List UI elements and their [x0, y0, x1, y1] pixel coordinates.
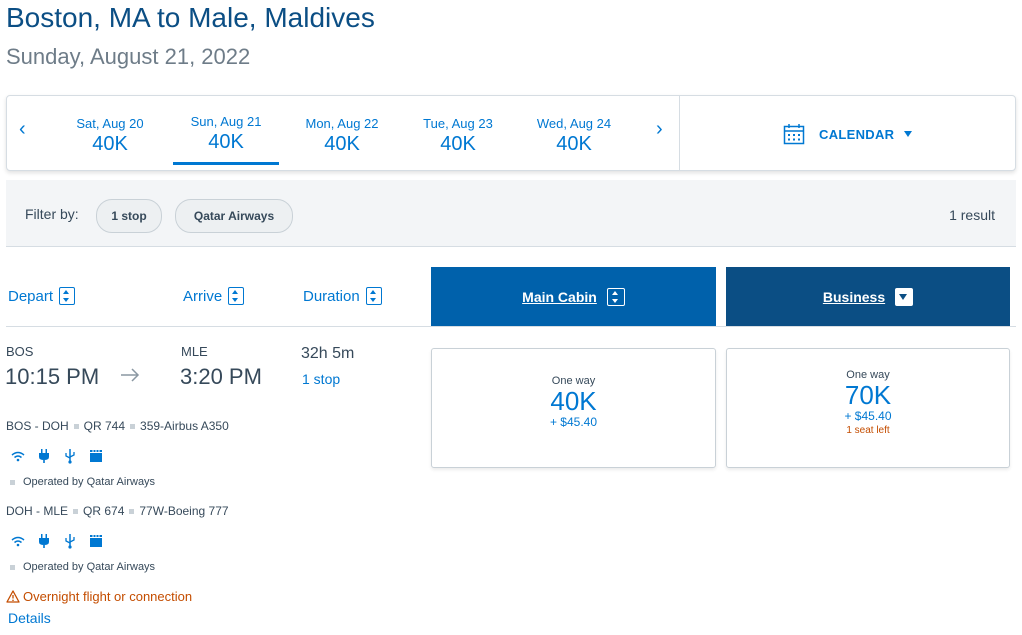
seats-left: 1 seat left [846, 425, 890, 436]
sort-arrive[interactable]: Arrive [183, 287, 245, 305]
calendar-icon [783, 124, 805, 145]
power-outlet-icon [39, 534, 49, 548]
next-dates-arrow-icon[interactable]: › [656, 118, 663, 140]
strip-divider [679, 96, 680, 170]
overnight-warning-text: Overnight flight or connection [23, 589, 193, 604]
date-tab-aug-24[interactable]: Wed, Aug 24 40K [521, 96, 627, 170]
filter-label: Filter by: [25, 206, 79, 222]
arrow-right-icon [121, 368, 140, 382]
business-label: Business [822, 288, 886, 305]
duration: 32h 5m [301, 345, 355, 362]
segment-route: BOS - DOH [6, 419, 69, 433]
filter-chip-qatar-airways[interactable]: Qatar Airways [175, 199, 293, 233]
arrive-time: 3:20 PM [180, 364, 262, 389]
fare-type: One way [551, 375, 596, 387]
fare-taxes: + $45.40 [844, 409, 892, 423]
date-tab-label: Sat, Aug 20 [76, 116, 144, 131]
usb-icon [65, 534, 75, 549]
segment-route: DOH - MLE [6, 504, 69, 518]
fare-points: 40K [550, 386, 597, 416]
fare-taxes: + $45.40 [549, 415, 598, 429]
warning-icon [6, 590, 20, 603]
date-tab-aug-21[interactable]: Sun, Aug 21 40K [173, 96, 279, 170]
date-tab-label: Sun, Aug 21 [190, 114, 262, 129]
date-tab-aug-20[interactable]: Sat, Aug 20 40K [57, 96, 163, 170]
caret-down-icon [904, 131, 913, 137]
calendar-button[interactable]: CALENDAR [783, 122, 913, 146]
segment-flight-number: QR 744 [83, 419, 126, 433]
date-tab-price: 40K [208, 131, 244, 153]
filter-chip-1-stop[interactable]: 1 stop [96, 199, 162, 233]
date-tab-aug-23[interactable]: Tue, Aug 23 40K [405, 96, 511, 170]
details-link[interactable]: Details [8, 610, 51, 626]
calendar-label: CALENDAR [819, 126, 895, 142]
sort-duration-label: Duration [303, 287, 360, 305]
segment-flight-number: QR 674 [83, 504, 125, 518]
sort-arrive-label: Arrive [183, 287, 223, 305]
result-count: 1 result [949, 207, 995, 223]
stops-link[interactable]: 1 stop [302, 371, 341, 387]
main-cabin-label: Main Cabin [522, 288, 597, 305]
date-strip: ‹ Sat, Aug 20 40K Sun, Aug 21 40K Mon, A… [6, 95, 1016, 171]
segment-aircraft: 77W-Boeing 777 [139, 504, 229, 518]
date-tab-label: Wed, Aug 24 [536, 116, 612, 131]
operated-by: Operated by Qatar Airways [6, 561, 155, 573]
fare-type: One way [846, 369, 890, 381]
main-cabin-header[interactable]: Main Cabin [431, 267, 716, 326]
segment-info: DOH - MLE QR 674 77W-Boeing 777 [6, 504, 229, 518]
usb-icon [65, 449, 75, 464]
sort-depart-label: Depart [8, 287, 54, 305]
date-tab-price: 40K [92, 133, 128, 155]
amenity-icons [10, 448, 104, 464]
depart-time: 10:15 PM [5, 364, 100, 389]
segment-aircraft: 359-Airbus A350 [140, 419, 229, 433]
sort-duration[interactable]: Duration [303, 287, 382, 305]
business-fare-card[interactable]: One way 70K + $45.40 1 seat left [726, 348, 1010, 468]
date-tab-label: Mon, Aug 22 [305, 116, 379, 131]
sort-arrows-icon [365, 287, 382, 305]
origin-code: BOS [6, 344, 34, 359]
date-tab-price: 40K [440, 133, 476, 155]
sort-arrows-icon [59, 287, 76, 305]
sort-arrows-icon [606, 287, 625, 306]
sort-depart[interactable]: Depart [8, 287, 76, 305]
date-tab-price: 40K [556, 133, 592, 155]
sort-arrows-icon [228, 287, 245, 305]
operator-text: Operated by Qatar Airways [23, 476, 156, 488]
dropdown-icon [895, 287, 914, 306]
filter-bar: Filter by: 1 stop Qatar Airways 1 result [6, 180, 1016, 247]
date-tab-price: 40K [324, 133, 360, 155]
main-cabin-fare-card[interactable]: One way 40K + $45.40 [431, 348, 716, 468]
overnight-warning: Overnight flight or connection [6, 589, 192, 604]
power-outlet-icon [39, 449, 49, 463]
wifi-icon [11, 451, 25, 462]
business-header[interactable]: Business [726, 267, 1010, 326]
date-tab-label: Tue, Aug 23 [423, 116, 493, 131]
operator-text: Operated by Qatar Airways [23, 561, 156, 573]
page-title: Boston, MA to Male, Maldives [6, 2, 375, 33]
fare-points: 70K [844, 380, 892, 410]
entertainment-icon [90, 535, 102, 547]
header-divider [6, 326, 1016, 327]
page-subtitle: Sunday, August 21, 2022 [6, 44, 251, 69]
wifi-icon [11, 536, 25, 547]
date-tab-aug-22[interactable]: Mon, Aug 22 40K [289, 96, 395, 170]
segment-info: BOS - DOH QR 744 359-Airbus A350 [6, 419, 229, 433]
destination-code: MLE [181, 344, 208, 359]
entertainment-icon [90, 450, 102, 462]
amenity-icons [10, 533, 104, 549]
operated-by: Operated by Qatar Airways [6, 476, 155, 488]
prev-dates-arrow-icon[interactable]: ‹ [19, 118, 26, 140]
